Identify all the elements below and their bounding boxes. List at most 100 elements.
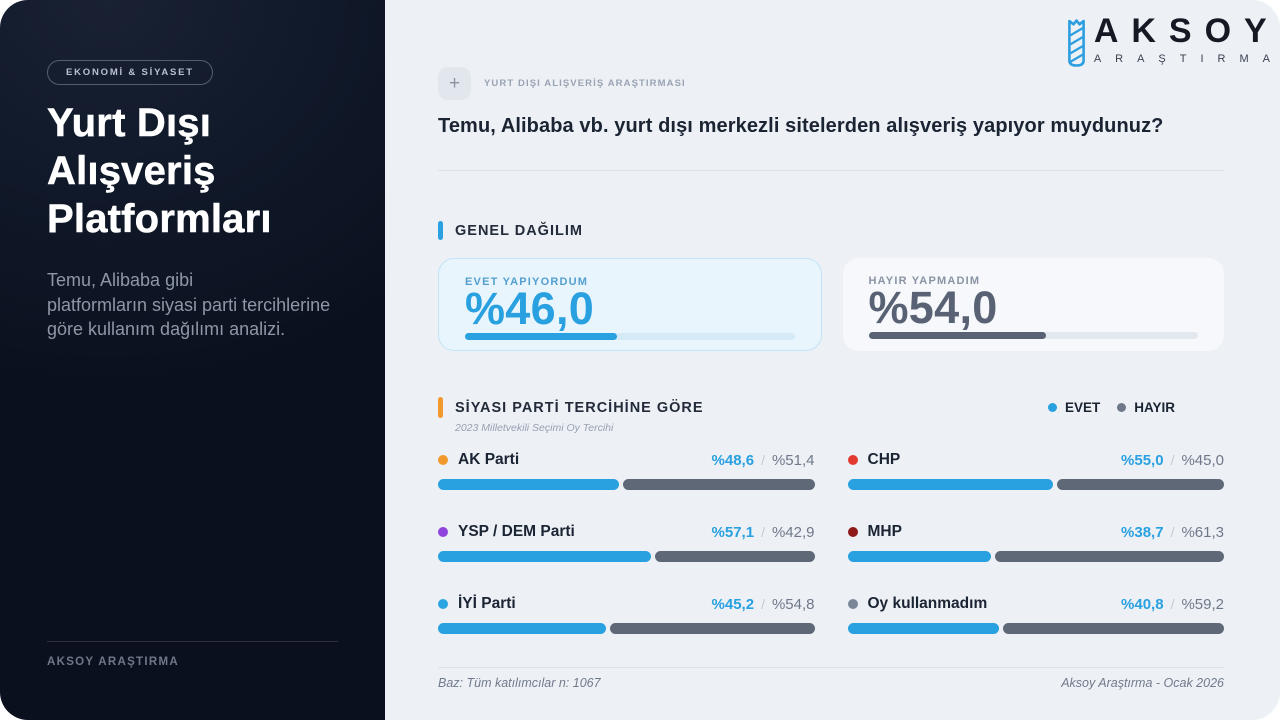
- plus-button[interactable]: +: [438, 67, 471, 100]
- party-row: İYİ Parti %45,2 / %54,8: [438, 595, 815, 634]
- party-name: AK Parti: [458, 451, 520, 468]
- sidebar: EKONOMİ & SİYASET Yurt Dışı Alışveriş Pl…: [0, 0, 385, 720]
- party-bar-yes: [847, 479, 1053, 490]
- brand-subtitle: ARAŞTIRMA: [1093, 53, 1280, 65]
- party-grid: AK Parti %48,6 / %51,4 CHP %55,0 / %45,0: [438, 451, 1224, 634]
- brand-logo-text: AKSOY ARAŞTIRMA: [1094, 14, 1270, 65]
- party-dot-icon: [847, 599, 858, 609]
- party-bar-no: [995, 551, 1224, 562]
- party-no-value: %59,2: [1181, 595, 1224, 613]
- category-badge: EKONOMİ & SİYASET: [47, 60, 213, 85]
- general-cards: EVET YAPIYORDUM %46,0 HAYIR YAPMADIM %54…: [438, 258, 1224, 351]
- card-hayir: HAYIR YAPMADIM %54,0: [842, 258, 1224, 351]
- party-row: CHP %55,0 / %45,0: [847, 451, 1224, 490]
- party-section-head: SİYASI PARTİ TERCİHİNE GÖRE EVET HAYIR: [438, 397, 1224, 418]
- value-separator: /: [761, 452, 765, 468]
- party-bar-no: [1003, 623, 1224, 634]
- divider: [438, 170, 1224, 171]
- party-no-value: %42,9: [771, 523, 815, 541]
- card-evet-value: %46,0: [465, 283, 595, 334]
- party-name: CHP: [867, 451, 901, 468]
- general-heading: GENEL DAĞILIM: [455, 222, 583, 239]
- party-dot-icon: [438, 599, 448, 609]
- party-name: İYİ Parti: [458, 595, 516, 612]
- party-name: YSP / DEM Parti: [458, 523, 575, 540]
- content: AKSOY ARAŞTIRMA + YURT DIŞI ALIŞVERİŞ AR…: [385, 0, 1280, 720]
- party-yes-value: %40,8: [1121, 595, 1164, 613]
- content-footer: Baz: Tüm katılımcılar n: 1067 Aksoy Araş…: [438, 676, 1224, 690]
- footer-source: Aksoy Araştırma - Ocak 2026: [1061, 676, 1224, 690]
- party-bar-yes: [438, 623, 607, 634]
- sidebar-footer-divider: [47, 641, 338, 642]
- section-marker: [438, 221, 443, 240]
- sidebar-footer-brand: AKSOY ARAŞTIRMA: [47, 656, 179, 668]
- party-bar: [438, 479, 815, 490]
- party-yes-value: %55,0: [1121, 451, 1164, 469]
- party-dot-icon: [438, 527, 448, 537]
- value-separator: /: [1170, 452, 1175, 468]
- party-row: YSP / DEM Parti %57,1 / %42,9: [438, 523, 815, 562]
- footer-base: Baz: Tüm katılımcılar n: 1067: [438, 676, 601, 690]
- category-badge-label: EKONOMİ & SİYASET: [66, 67, 194, 78]
- survey-eyebrow: YURT DIŞI ALIŞVERİŞ ARAŞTIRMASI: [484, 78, 686, 89]
- survey-header: + YURT DIŞI ALIŞVERİŞ ARAŞTIRMASI: [438, 0, 1224, 100]
- survey-question: Temu, Alibaba vb. yurt dışı merkezli sit…: [438, 115, 1164, 137]
- general-section-head: GENEL DAĞILIM: [438, 221, 1224, 240]
- party-bar-no: [610, 623, 815, 634]
- section-marker: [438, 397, 443, 418]
- legend-evet: EVET: [1047, 400, 1101, 415]
- party-bar: [438, 551, 815, 562]
- party-no-value: %54,8: [771, 595, 815, 613]
- party-row: AK Parti %48,6 / %51,4: [438, 451, 815, 490]
- value-separator: /: [761, 596, 765, 612]
- brand-name: AKSOY: [1093, 12, 1280, 50]
- card-hayir-fill: [868, 332, 1047, 339]
- card-evet-fill: [465, 333, 617, 340]
- owl-icon: [1067, 19, 1085, 67]
- card-evet-track: [465, 333, 795, 340]
- party-bar-yes: [438, 551, 651, 562]
- party-row: Oy kullanmadım %40,8 / %59,2: [847, 595, 1224, 634]
- brand-logo: AKSOY ARAŞTIRMA: [1067, 14, 1270, 68]
- card-hayir-value: %54,0: [868, 282, 998, 333]
- party-bar-yes: [847, 551, 992, 562]
- party-yes-value: %45,2: [711, 595, 755, 613]
- party-bar: [847, 623, 1224, 634]
- party-yes-value: %48,6: [711, 451, 755, 469]
- card-hayir-label: HAYIR YAPMADIM: [868, 275, 981, 287]
- title-line: Platformları: [47, 197, 272, 242]
- legend-hayir-dot: [1117, 403, 1127, 412]
- party-bar-no: [622, 479, 815, 490]
- party-heading: SİYASI PARTİ TERCİHİNE GÖRE: [455, 399, 704, 416]
- party-yes-value: %57,1: [711, 523, 755, 541]
- card-hayir-track: [868, 332, 1198, 339]
- card-evet-label: EVET YAPIYORDUM: [465, 276, 589, 288]
- party-name: MHP: [867, 523, 902, 540]
- party-bar: [847, 479, 1224, 490]
- page-description: Temu, Alibaba gibi platformların siyasi …: [47, 270, 331, 339]
- party-bar-no: [654, 551, 815, 562]
- card-evet: EVET YAPIYORDUM %46,0: [438, 258, 822, 351]
- value-separator: /: [1170, 524, 1175, 540]
- party-name: Oy kullanmadım: [867, 595, 988, 612]
- title-line: Alışveriş: [47, 149, 216, 194]
- party-bar: [847, 551, 1224, 562]
- party-no-value: %45,0: [1181, 451, 1224, 469]
- party-row: MHP %38,7 / %61,3: [847, 523, 1224, 562]
- party-dot-icon: [438, 455, 448, 465]
- title-line: Yurt Dışı: [47, 101, 212, 146]
- party-no-value: %51,4: [771, 451, 815, 469]
- party-bar-no: [1056, 479, 1224, 490]
- sidebar-footer: AKSOY ARAŞTIRMA: [47, 641, 338, 668]
- value-separator: /: [1170, 596, 1175, 612]
- value-separator: /: [761, 524, 765, 540]
- page-title: Yurt Dışı Alışveriş Platformları: [47, 99, 338, 243]
- legend-evet-label: EVET: [1064, 400, 1101, 415]
- party-bar: [438, 623, 815, 634]
- party-dot-icon: [847, 455, 858, 465]
- party-bar-yes: [847, 623, 1000, 634]
- legend-hayir: HAYIR: [1117, 400, 1175, 415]
- party-dot-icon: [847, 527, 858, 537]
- legend-evet-dot: [1047, 403, 1057, 412]
